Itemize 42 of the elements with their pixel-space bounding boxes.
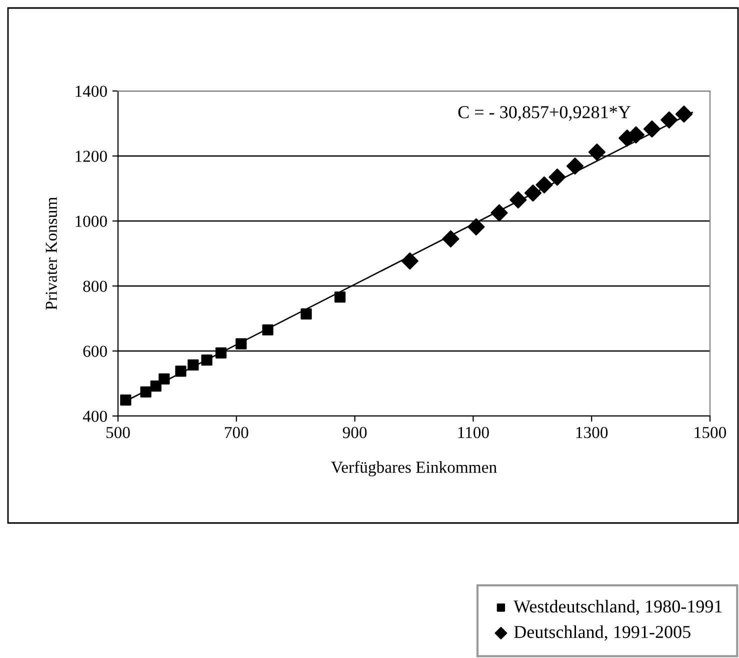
point xyxy=(660,111,678,128)
y-tick-label: 400 xyxy=(82,410,107,422)
point xyxy=(120,394,132,406)
point xyxy=(158,373,170,385)
point xyxy=(442,230,460,248)
x-tick-label: 1500 xyxy=(694,426,726,438)
x-tick-label: 500 xyxy=(106,426,130,438)
point xyxy=(300,308,312,320)
x-axis-title: Verfügbares Einkommen xyxy=(331,460,497,476)
point xyxy=(536,176,553,194)
point xyxy=(150,380,162,392)
point xyxy=(140,386,152,398)
y-tick-label: 1000 xyxy=(76,216,107,227)
point xyxy=(524,184,542,202)
point xyxy=(468,218,485,236)
x-tick-label: 900 xyxy=(342,426,367,438)
point xyxy=(566,158,584,175)
x-tick-label: 1300 xyxy=(576,426,608,438)
point xyxy=(643,120,661,138)
point xyxy=(215,347,227,359)
point xyxy=(262,324,274,336)
x-tick-label: 700 xyxy=(225,426,248,438)
y-tick-label: 800 xyxy=(83,280,107,292)
point xyxy=(510,191,527,208)
point xyxy=(175,366,186,377)
annotation: C = - 30,857+0,9281*Y xyxy=(458,106,630,121)
point xyxy=(675,106,693,123)
point xyxy=(548,168,566,186)
x-tick-label: 1100 xyxy=(458,426,489,438)
point xyxy=(401,252,418,270)
y-tick-label: 600 xyxy=(83,346,107,357)
legend-label: Westdeutschland, 1980-1991 xyxy=(514,600,722,616)
point xyxy=(201,354,212,366)
legend-label: Deutschland, 1991-2005 xyxy=(514,625,690,641)
point xyxy=(334,291,346,303)
y-tick-label: 1200 xyxy=(76,150,107,162)
y-axis-title: Privater Konsum xyxy=(46,197,57,310)
point xyxy=(490,204,508,222)
point xyxy=(588,144,606,161)
point xyxy=(236,338,247,350)
point xyxy=(188,359,199,371)
y-tick-label: 1400 xyxy=(76,86,107,97)
